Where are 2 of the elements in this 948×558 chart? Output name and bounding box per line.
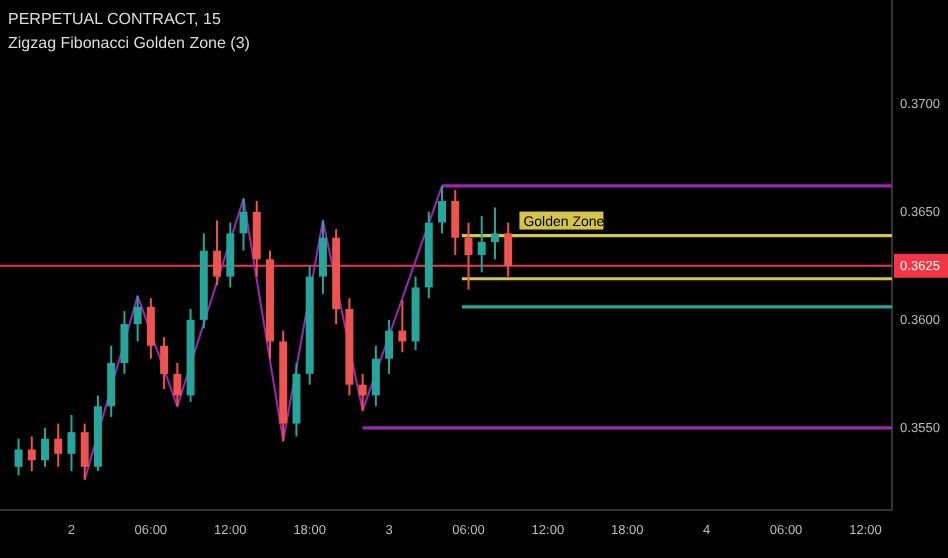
text: PERPETUAL CONTRACT, 15 [8,10,222,28]
text: Zigzag Fibonacci Golden Zone (3) [8,34,251,52]
